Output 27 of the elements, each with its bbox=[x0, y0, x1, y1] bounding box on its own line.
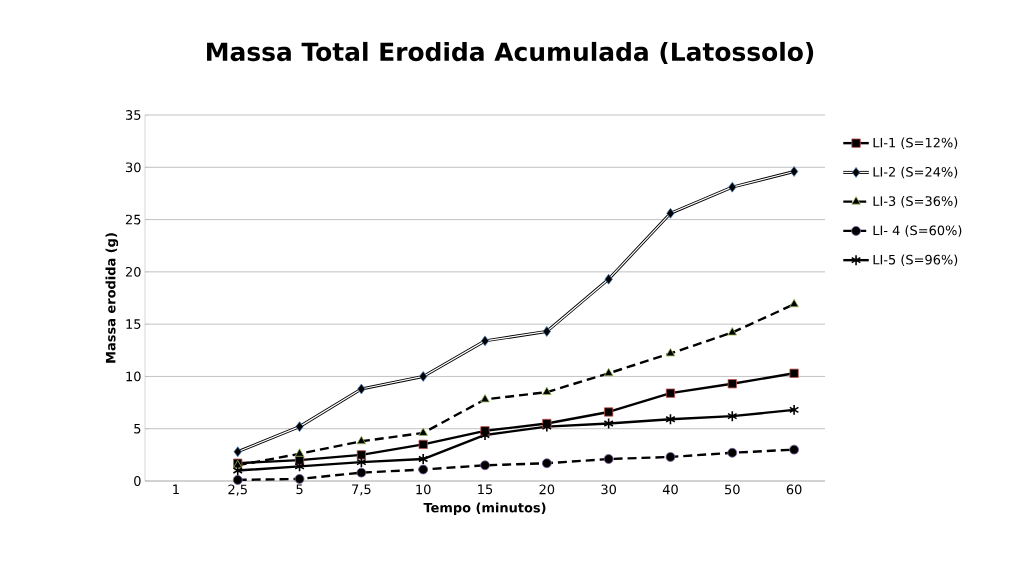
legend-label: LI-3 (S=36%) bbox=[873, 195, 958, 208]
y-tick-label: 5 bbox=[134, 423, 141, 434]
y-tick-label: 10 bbox=[126, 371, 141, 382]
chart-title: Massa Total Erodida Acumulada (Latossolo) bbox=[207, 41, 814, 65]
y-tick-label: 0 bbox=[134, 476, 141, 486]
x-tick-label: 40 bbox=[662, 484, 678, 495]
y-tick-label: 15 bbox=[126, 319, 141, 329]
x-tick-label: 10 bbox=[416, 484, 431, 495]
y-tick-label: 25 bbox=[125, 214, 141, 225]
y-axis-title: Massa erodida (g) bbox=[105, 233, 119, 363]
x-tick-label: 2,5 bbox=[228, 484, 247, 496]
legend-label: LI-1 (S=12%) bbox=[873, 137, 958, 150]
x-axis-title: Tempo (minutos) bbox=[423, 502, 546, 515]
x-tick-label: 60 bbox=[786, 484, 802, 495]
legend-label: LI- 4 (S=60%) bbox=[873, 225, 962, 237]
legend-label: LI-5 (S=96%) bbox=[873, 254, 958, 267]
x-tick-label: 30 bbox=[601, 484, 617, 495]
x-tick-label: 15 bbox=[478, 484, 493, 495]
x-tick-label: 20 bbox=[539, 484, 555, 495]
y-tick-label: 20 bbox=[125, 266, 141, 277]
x-tick-label: 7,5 bbox=[352, 484, 371, 496]
y-tick-label: 35 bbox=[125, 110, 141, 120]
legend-label: LI-2 (S=24%) bbox=[873, 166, 958, 179]
x-tick-label: 5 bbox=[296, 484, 303, 495]
y-tick-label: 30 bbox=[125, 162, 141, 173]
x-tick-label: 1 bbox=[173, 484, 179, 494]
x-tick-label: 50 bbox=[725, 484, 740, 495]
